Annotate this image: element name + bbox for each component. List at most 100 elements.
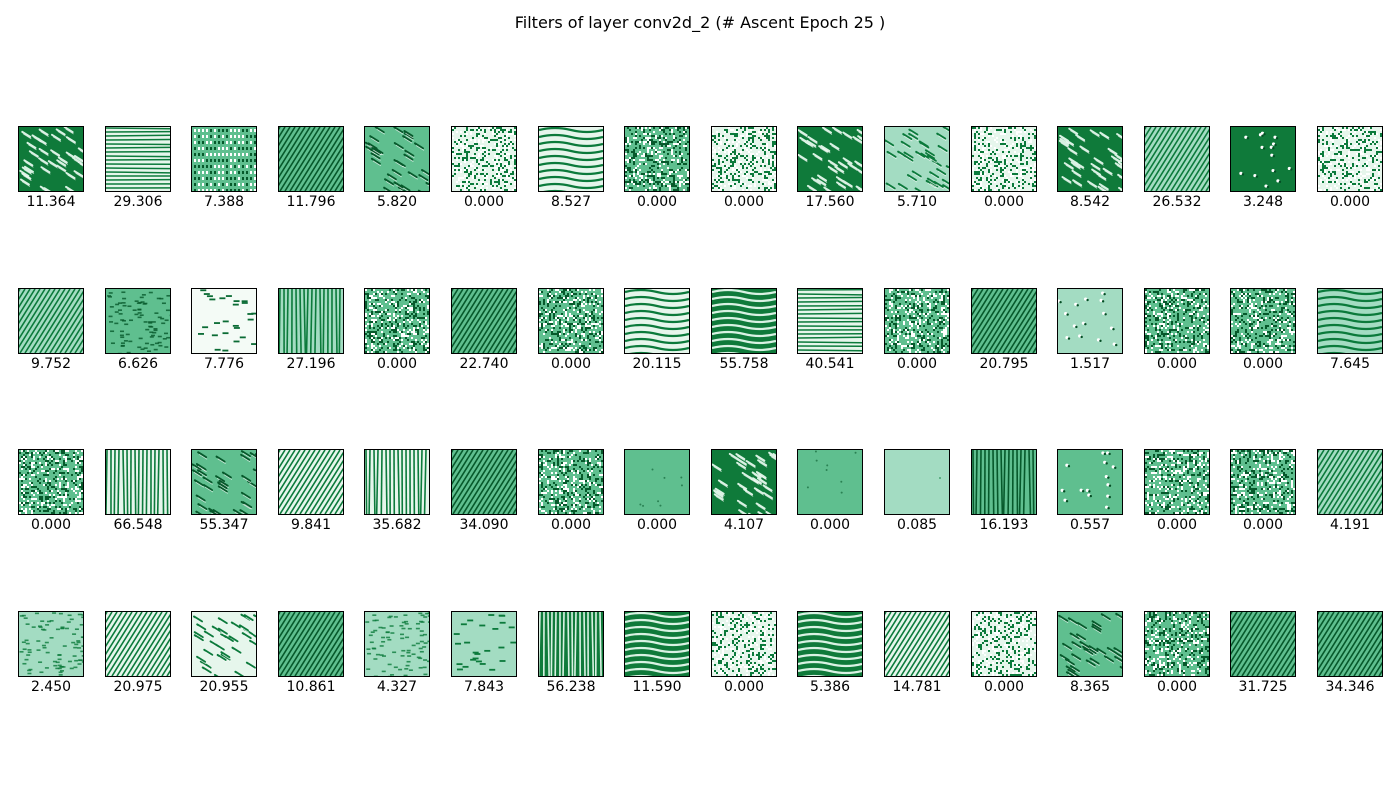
filter-pattern [279,127,343,191]
filter-image [797,449,863,515]
filter-pattern [885,289,949,353]
filter-pattern [885,612,949,676]
filter-pattern [192,289,256,353]
filter-pattern [279,450,343,514]
filter-pattern [625,127,689,191]
filter-pattern [279,612,343,676]
filter-image [1317,611,1383,677]
filter-image [191,126,257,192]
filter-image [191,449,257,515]
filter-pattern [365,450,429,514]
filter-image [364,449,430,515]
filter-image [1144,449,1210,515]
filter-loss-label: 4.191 [1329,517,1371,533]
filter-loss-label: 6.626 [117,356,159,372]
filter-image [451,126,517,192]
filter-loss-label: 11.796 [286,194,336,210]
filter-loss-label: 0.000 [1156,356,1198,372]
filter-loss-label: 8.542 [1069,194,1111,210]
filter-pattern [712,127,776,191]
filter-image [1230,288,1296,354]
filter-pattern [1145,127,1209,191]
filter-loss-label: 0.000 [1156,679,1198,695]
filter-image [1144,126,1210,192]
filter-loss-label: 0.000 [723,194,765,210]
filter-loss-label: 29.306 [113,194,163,210]
filter-pattern [1058,127,1122,191]
filter-loss-label: 34.346 [1325,679,1375,695]
filter-loss-label: 0.000 [1329,194,1371,210]
filter-pattern [712,450,776,514]
filter-loss-label: 20.795 [979,356,1029,372]
filter-pattern [1318,612,1382,676]
filter-pattern [798,289,862,353]
filter-pattern [798,450,862,514]
filter-image [624,611,690,677]
filter-image [884,288,950,354]
filter-image [711,126,777,192]
filter-pattern [19,450,83,514]
filter-pattern [972,450,1036,514]
filter-image [711,288,777,354]
filter-pattern [712,612,776,676]
filter-loss-label: 4.327 [376,679,418,695]
filter-image [538,288,604,354]
filter-image [1317,126,1383,192]
filter-pattern [452,289,516,353]
filter-image [18,288,84,354]
filter-pattern [365,612,429,676]
filter-loss-label: 0.000 [1242,356,1284,372]
filter-image [451,449,517,515]
filter-pattern [539,450,603,514]
filter-loss-label: 26.532 [1152,194,1202,210]
filter-loss-label: 4.107 [723,517,765,533]
filter-pattern [885,450,949,514]
filter-loss-label: 34.090 [459,517,509,533]
filter-loss-label: 17.560 [805,194,855,210]
filter-image [1057,126,1123,192]
filter-loss-label: 14.781 [892,679,942,695]
filter-image [1230,449,1296,515]
filter-image [971,126,1037,192]
filter-loss-label: 0.000 [723,679,765,695]
filter-loss-label: 31.725 [1238,679,1288,695]
filter-loss-label: 40.541 [805,356,855,372]
filter-pattern [279,289,343,353]
filter-loss-label: 5.386 [809,679,851,695]
filter-image [18,611,84,677]
filter-loss-label: 0.000 [550,517,592,533]
filter-loss-label: 20.975 [113,679,163,695]
filter-loss-label: 35.682 [372,517,422,533]
filter-image [1317,449,1383,515]
filter-image [278,126,344,192]
filter-pattern [19,289,83,353]
filter-loss-label: 1.517 [1069,356,1111,372]
filter-loss-label: 9.841 [290,517,332,533]
filter-image [278,611,344,677]
filter-pattern [1145,612,1209,676]
filter-loss-label: 0.000 [1242,517,1284,533]
filter-image [1057,288,1123,354]
filter-loss-label: 7.388 [203,194,245,210]
filter-image [451,611,517,677]
filter-loss-label: 22.740 [459,356,509,372]
filter-pattern [192,612,256,676]
filter-image [884,126,950,192]
filter-loss-label: 11.590 [632,679,682,695]
filter-image [278,288,344,354]
filter-image [1057,611,1123,677]
filter-loss-label: 7.776 [203,356,245,372]
filter-image [797,611,863,677]
filter-image [538,611,604,677]
filter-loss-label: 0.000 [1156,517,1198,533]
filter-image [364,126,430,192]
filter-image [18,449,84,515]
filter-pattern [106,450,170,514]
filter-image [971,288,1037,354]
filter-image [105,126,171,192]
filter-image [971,449,1037,515]
filter-pattern [798,612,862,676]
filter-loss-label: 0.000 [636,194,678,210]
filter-image [797,126,863,192]
